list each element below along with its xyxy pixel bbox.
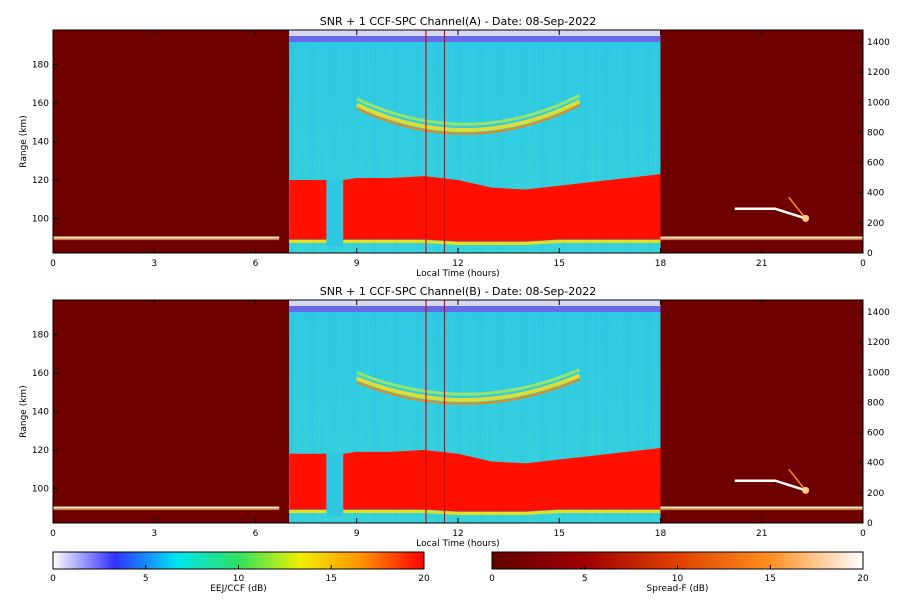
y-tick-label: 140 xyxy=(32,408,49,418)
y-tick-label: 120 xyxy=(32,176,49,186)
eej-band xyxy=(289,174,661,242)
x-tick-label: 12 xyxy=(452,259,463,269)
x-axis-label: Local Time (hours) xyxy=(416,269,499,279)
x-tick-label: 12 xyxy=(452,529,463,539)
colorbar-tick-label: 20 xyxy=(857,574,869,584)
y-tick-label: 140 xyxy=(32,138,49,148)
chart-title: SNR + 1 CCF-SPC Channel(B) - Date: 08-Se… xyxy=(320,285,596,298)
y-tick-label: 180 xyxy=(32,61,49,71)
y-tick-label-right: 0 xyxy=(867,519,873,529)
eej-gap xyxy=(326,452,344,517)
top-band xyxy=(289,306,661,312)
y-tick-label-right: 1400 xyxy=(867,308,890,318)
colorbar-label: EEJ/CCF (dB) xyxy=(210,584,267,594)
y-axis-label: Range (km) xyxy=(19,115,29,167)
night-echo xyxy=(734,468,810,494)
y-tick-label: 160 xyxy=(32,369,49,379)
y-tick-label-right: 0 xyxy=(867,249,873,259)
colorbar-spread-f: 0 5 10 15 20 Spread-F (dB) xyxy=(489,551,869,594)
x-tick-label: 9 xyxy=(354,529,360,539)
x-tick-label: 18 xyxy=(655,259,667,269)
y-tick-label-right: 600 xyxy=(867,429,884,439)
y-tick-label-right: 1200 xyxy=(867,68,890,78)
y-tick-label-right: 1000 xyxy=(867,368,890,378)
panel-a: SNR + 1 CCF-SPC Channel(A) - Date: 08-Se… xyxy=(19,15,890,279)
valley-echo xyxy=(356,368,581,405)
colorbar-tick-label: 5 xyxy=(582,574,588,584)
x-tick-label: 3 xyxy=(151,259,157,269)
x-tick-label: 6 xyxy=(253,529,259,539)
x-tick-label: 0 xyxy=(860,529,866,539)
night-layer xyxy=(53,236,863,241)
y-tick-label-right: 400 xyxy=(867,189,884,199)
colorbar-label: Spread-F (dB) xyxy=(647,584,709,594)
y-tick-label-right: 800 xyxy=(867,128,884,138)
eej-gap xyxy=(326,178,344,247)
night-spread-f xyxy=(660,300,863,523)
colorbar-tick-label: 15 xyxy=(765,574,776,584)
y-tick-label: 120 xyxy=(32,446,49,456)
night-spread-f xyxy=(660,30,863,253)
colorbar-eej-ccf: 0 5 10 15 20 EEJ/CCF (dB) xyxy=(50,551,430,594)
y-tick-label: 100 xyxy=(32,484,49,494)
night-spread-f xyxy=(53,30,290,253)
night-echo xyxy=(734,196,810,222)
y-tick-label: 100 xyxy=(32,214,49,224)
y-tick-label-right: 200 xyxy=(867,489,884,499)
night-spread-f xyxy=(53,300,290,523)
x-tick-label: 3 xyxy=(151,529,157,539)
colorbar-tick-label: 10 xyxy=(233,574,245,584)
x-tick-label: 21 xyxy=(756,259,767,269)
colorbar-tick-label: 10 xyxy=(672,574,684,584)
chart-title: SNR + 1 CCF-SPC Channel(A) - Date: 08-Se… xyxy=(320,15,596,28)
x-tick-label: 15 xyxy=(554,259,565,269)
x-axis-label: Local Time (hours) xyxy=(416,539,499,549)
x-tick-label: 0 xyxy=(50,529,56,539)
x-tick-label: 0 xyxy=(860,259,866,269)
night-layer xyxy=(53,506,863,511)
valley-echo xyxy=(355,94,581,135)
x-tick-label: 18 xyxy=(655,529,667,539)
panel-b: SNR + 1 CCF-SPC Channel(B) - Date: 08-Se… xyxy=(19,285,890,549)
y-tick-label-right: 400 xyxy=(867,459,884,469)
x-tick-label: 6 xyxy=(253,259,259,269)
y-tick-label-right: 200 xyxy=(867,219,884,229)
x-tick-label: 21 xyxy=(756,529,767,539)
colorbar-tick-label: 15 xyxy=(326,574,337,584)
y-axis-label: Range (km) xyxy=(19,385,29,437)
y-tick-label: 160 xyxy=(32,99,49,109)
x-tick-label: 0 xyxy=(50,259,56,269)
x-tick-label: 15 xyxy=(554,529,565,539)
y-tick-label-right: 1000 xyxy=(867,98,890,108)
x-tick-label: 9 xyxy=(354,259,360,269)
colorbar-tick-label: 0 xyxy=(489,574,495,584)
top-band-edge xyxy=(289,30,661,36)
y-tick-label-right: 1400 xyxy=(867,38,890,48)
colorbar-tick-label: 20 xyxy=(418,574,430,584)
top-band xyxy=(289,36,661,42)
colorbar-tick-label: 0 xyxy=(50,574,56,584)
y-tick-label-right: 600 xyxy=(867,159,884,169)
eej-band xyxy=(289,448,661,512)
y-tick-label-right: 1200 xyxy=(867,338,890,348)
y-tick-label: 180 xyxy=(32,331,49,341)
top-band-edge xyxy=(289,300,661,306)
y-tick-label-right: 800 xyxy=(867,398,884,408)
colorbar-tick-label: 5 xyxy=(143,574,149,584)
